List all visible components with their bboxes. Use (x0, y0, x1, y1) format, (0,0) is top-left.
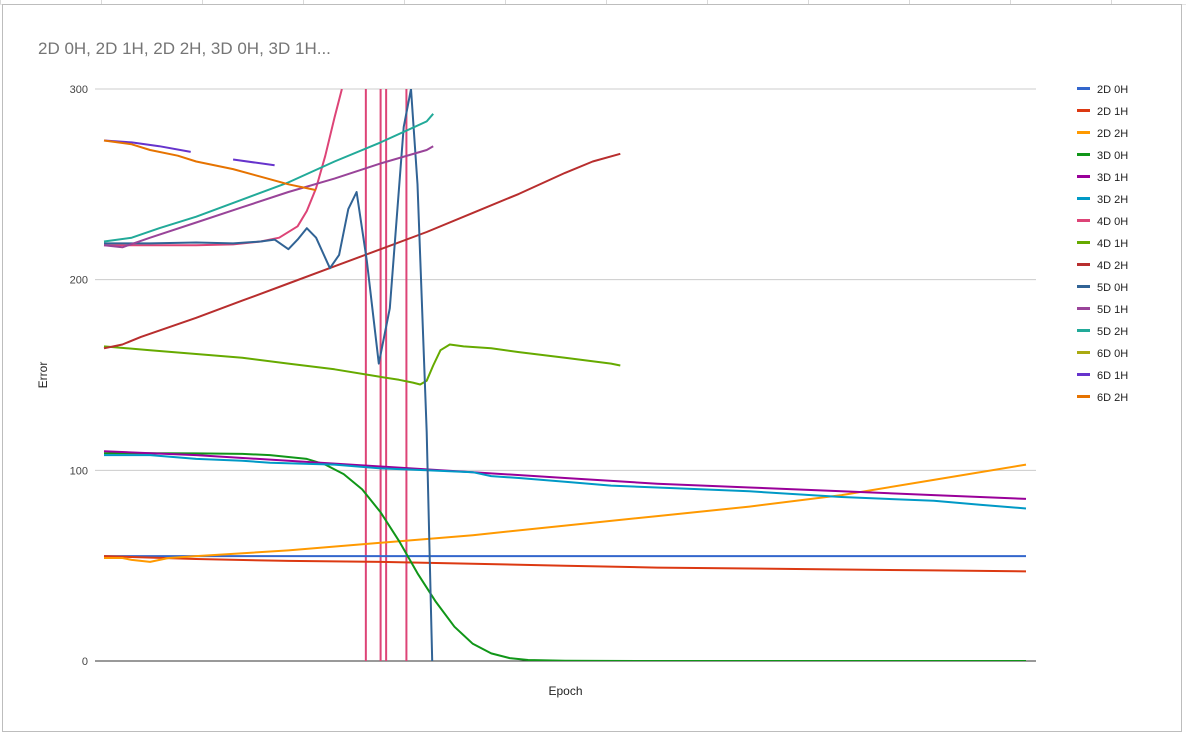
legend-label-6d-0h: 6D 0H (1097, 348, 1128, 360)
legend-swatch-5d-2h (1077, 329, 1090, 332)
series-line-3d-0h (104, 452, 1026, 661)
legend-label-4d-2h: 4D 2H (1097, 260, 1128, 272)
legend-swatch-3d-1h (1077, 175, 1090, 178)
y-tick-label: 100 (70, 465, 88, 477)
series-line-3d-2h (104, 454, 1027, 510)
series-line-4d-1h (103, 343, 621, 386)
legend-label-4d-0h: 4D 0H (1097, 216, 1128, 228)
plot-area (103, 89, 1027, 661)
legend-label-6d-1h: 6D 1H (1097, 370, 1128, 382)
legend-swatch-2d-2h (1077, 131, 1090, 134)
y-tick-label: 200 (70, 275, 88, 287)
legend-swatch-2d-0h (1077, 87, 1090, 90)
legend-label-2d-0h: 2D 0H (1097, 84, 1128, 96)
y-tick-label: 300 (70, 84, 88, 96)
legend-swatch-3d-0h (1077, 153, 1090, 156)
legend-swatch-4d-2h (1077, 263, 1090, 266)
legend-label-6d-2h: 6D 2H (1097, 392, 1128, 404)
legend-label-4d-1h: 4D 1H (1097, 238, 1128, 250)
legend-swatch-4d-1h (1077, 241, 1090, 244)
legend-label-5d-0h: 5D 0H (1097, 282, 1128, 294)
series-line-5d-0h (104, 89, 434, 661)
legend-label-3d-0h: 3D 0H (1097, 150, 1128, 162)
chart-title: 2D 0H, 2D 1H, 2D 2H, 3D 0H, 3D 1H... (38, 39, 331, 58)
legend-label-3d-2h: 3D 2H (1097, 194, 1128, 206)
series-line-5d-1h (103, 145, 434, 249)
legend-swatch-2d-1h (1077, 109, 1090, 112)
series-line-5d-2h (103, 113, 434, 243)
series-segment-6d-1h (232, 158, 275, 167)
legend-swatch-5d-1h (1077, 307, 1090, 310)
series-line-2d-1h (103, 555, 1027, 573)
legend-label-3d-1h: 3D 1H (1097, 172, 1128, 184)
series-line-3d-1h (103, 450, 1027, 500)
series-line-2d-2h (104, 463, 1027, 563)
legend-label-2d-2h: 2D 2H (1097, 128, 1128, 140)
x-axis-label: Epoch (548, 684, 582, 698)
series-line-4d-2h (103, 152, 621, 350)
series-line-6d-2h (103, 139, 317, 192)
legend-label-5d-1h: 5D 1H (1097, 304, 1128, 316)
y-axis-label: Error (36, 362, 50, 389)
series-line-4d-0h (104, 89, 343, 247)
chart-frame (2, 4, 1182, 732)
legend-swatch-5d-0h (1077, 285, 1090, 288)
legend-swatch-6d-2h (1077, 395, 1090, 398)
y-tick-label: 0 (82, 656, 88, 668)
legend-swatch-3d-2h (1077, 197, 1090, 200)
legend-swatch-4d-0h (1077, 219, 1090, 222)
legend-label-5d-2h: 5D 2H (1097, 326, 1128, 338)
legend-label-2d-1h: 2D 1H (1097, 106, 1128, 118)
legend-swatch-6d-0h (1077, 351, 1090, 354)
legend-swatch-6d-1h (1077, 373, 1090, 376)
